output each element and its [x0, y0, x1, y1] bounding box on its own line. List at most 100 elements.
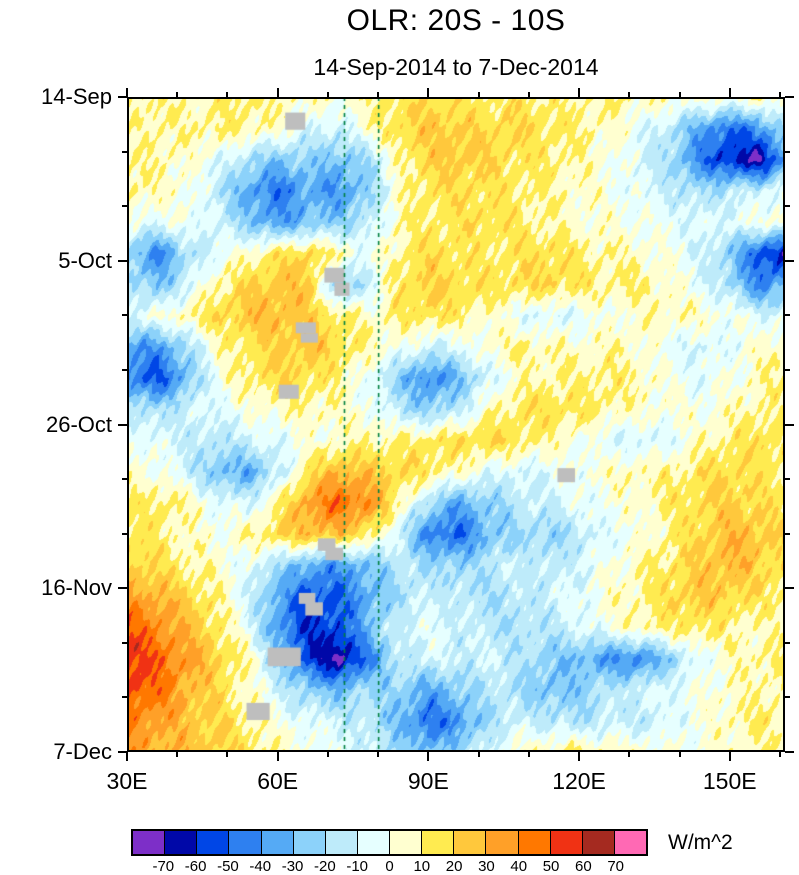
y-axis-minor-tick — [122, 641, 127, 644]
x-axis-minor-tick — [678, 92, 681, 97]
y-axis-major-tick — [118, 423, 127, 426]
x-axis-minor-tick — [176, 92, 179, 97]
colorbar-tick-label: 60 — [575, 858, 592, 875]
y-axis-major-tick — [118, 751, 127, 753]
chart-title: OLR: 20S - 10S — [346, 4, 566, 37]
colorbar-cell — [357, 831, 390, 854]
colorbar-cell — [197, 831, 230, 854]
x-axis-tick-label: 60E — [257, 768, 299, 794]
x-axis-major-tick — [578, 88, 581, 97]
x-axis-minor-tick — [778, 752, 781, 757]
chart-subtitle: 14-Sep-2014 to 7-Dec-2014 — [313, 54, 599, 80]
y-axis-minor-tick — [785, 205, 790, 208]
x-axis-major-tick — [728, 88, 731, 97]
y-axis-major-tick — [118, 587, 127, 590]
x-axis-minor-tick — [226, 92, 229, 97]
colorbar-cell — [133, 831, 166, 854]
y-axis-tick-label: 5-Oct — [58, 247, 112, 273]
colorbar-cell — [518, 831, 551, 854]
x-axis-minor-tick — [377, 92, 380, 97]
y-axis-tick-label: 7-Dec — [53, 739, 112, 764]
hovmoller-plot-canvas — [127, 97, 785, 752]
colorbar-cell — [325, 831, 358, 854]
colorbar-cell — [293, 831, 326, 854]
x-axis-minor-tick — [527, 92, 530, 97]
x-axis-minor-tick — [326, 752, 329, 757]
y-axis-minor-tick — [785, 641, 790, 644]
y-axis-major-tick — [785, 259, 794, 262]
y-axis-minor-tick — [785, 478, 790, 481]
y-axis-minor-tick — [122, 150, 127, 153]
colorbar — [131, 829, 648, 856]
colorbar-cell — [229, 831, 262, 854]
y-axis-tick-label: 16-Nov — [41, 575, 112, 601]
x-axis-minor-tick — [778, 92, 781, 97]
colorbar-cell — [422, 831, 455, 854]
x-axis-minor-tick — [377, 752, 380, 757]
colorbar-cell — [454, 831, 487, 854]
x-axis-major-tick — [276, 88, 279, 97]
x-axis-tick-label: 150E — [702, 768, 757, 794]
y-axis-minor-tick — [785, 368, 790, 371]
y-axis-tick-label: 14-Sep — [41, 84, 112, 109]
x-axis-minor-tick — [226, 752, 229, 757]
colorbar-tick-label: -60 — [184, 858, 207, 875]
hovmoller-plot: 30E 60E 90E 120E 150E 14-Sep 5-Oct 26-Oct 16-Nov… — [41, 84, 794, 794]
x-axis-major-tick — [427, 88, 430, 97]
colorbar-tick-label: 50 — [542, 858, 560, 875]
y-axis-major-tick — [785, 587, 794, 590]
x-axis-minor-tick — [326, 92, 329, 97]
x-axis-minor-tick — [176, 752, 179, 757]
y-axis-major-tick — [118, 259, 127, 262]
x-axis-minor-tick — [477, 752, 480, 757]
y-axis-minor-tick — [122, 205, 127, 208]
colorbar-tick-label: 40 — [510, 858, 528, 875]
x-axis-minor-tick — [628, 92, 631, 97]
colorbar-tick-label: 70 — [607, 858, 625, 875]
y-axis-minor-tick — [122, 478, 127, 481]
y-axis-major-tick — [785, 423, 794, 426]
colorbar-cell — [390, 831, 423, 854]
y-axis-tick-label: 26-Oct — [45, 411, 112, 437]
colorbar-cell — [614, 831, 646, 854]
x-axis-tick-label: 120E — [552, 768, 606, 794]
y-axis-minor-tick — [785, 314, 790, 317]
colorbar-tick-label: -70 — [152, 858, 175, 875]
colorbar-cell — [261, 831, 294, 854]
y-axis-minor-tick — [122, 696, 127, 699]
x-axis-tick-label: 30E — [106, 768, 148, 794]
colorbar-labels: -70 -60 -50 -40 -30 -20 -10 0 10 20 30 40 50 60 70 — [131, 858, 648, 875]
colorbar-tick-label: 20 — [445, 858, 463, 875]
x-axis-major-tick — [126, 88, 128, 97]
y-axis-major-tick — [118, 96, 127, 98]
colorbar-cell — [165, 831, 198, 854]
y-axis-minor-tick — [122, 532, 127, 535]
colorbar-tick-label: 30 — [478, 858, 495, 875]
x-axis-tick-label: 90E — [407, 768, 449, 794]
x-axis-major-tick — [427, 752, 430, 761]
y-axis-major-tick — [785, 96, 794, 98]
y-axis-minor-tick — [122, 368, 127, 371]
x-axis-major-tick — [578, 752, 581, 761]
colorbar-units: W/m^2 — [668, 831, 733, 854]
colorbar-cell — [582, 831, 615, 854]
x-axis-major-tick — [728, 752, 731, 761]
y-axis-minor-tick — [785, 532, 790, 535]
x-axis-minor-tick — [628, 752, 631, 757]
colorbar-tick-label: -40 — [249, 858, 272, 875]
colorbar-tick-label: 10 — [413, 858, 431, 875]
colorbar-cell — [486, 831, 519, 854]
colorbar-tick-label: -10 — [346, 858, 369, 875]
colorbar-tick-label: -30 — [281, 858, 304, 875]
x-axis-minor-tick — [527, 752, 530, 757]
colorbar-tick-label: -50 — [217, 858, 239, 875]
colorbar-cell — [550, 831, 583, 854]
y-axis-major-tick — [785, 751, 794, 753]
x-axis-major-tick — [126, 752, 128, 761]
x-axis-minor-tick — [477, 92, 480, 97]
x-axis-major-tick — [276, 752, 279, 761]
y-axis-minor-tick — [785, 150, 790, 153]
colorbar-tick-label: 0 — [385, 858, 394, 875]
colorbar-tick-label: -20 — [314, 858, 336, 875]
y-axis-minor-tick — [122, 314, 127, 317]
